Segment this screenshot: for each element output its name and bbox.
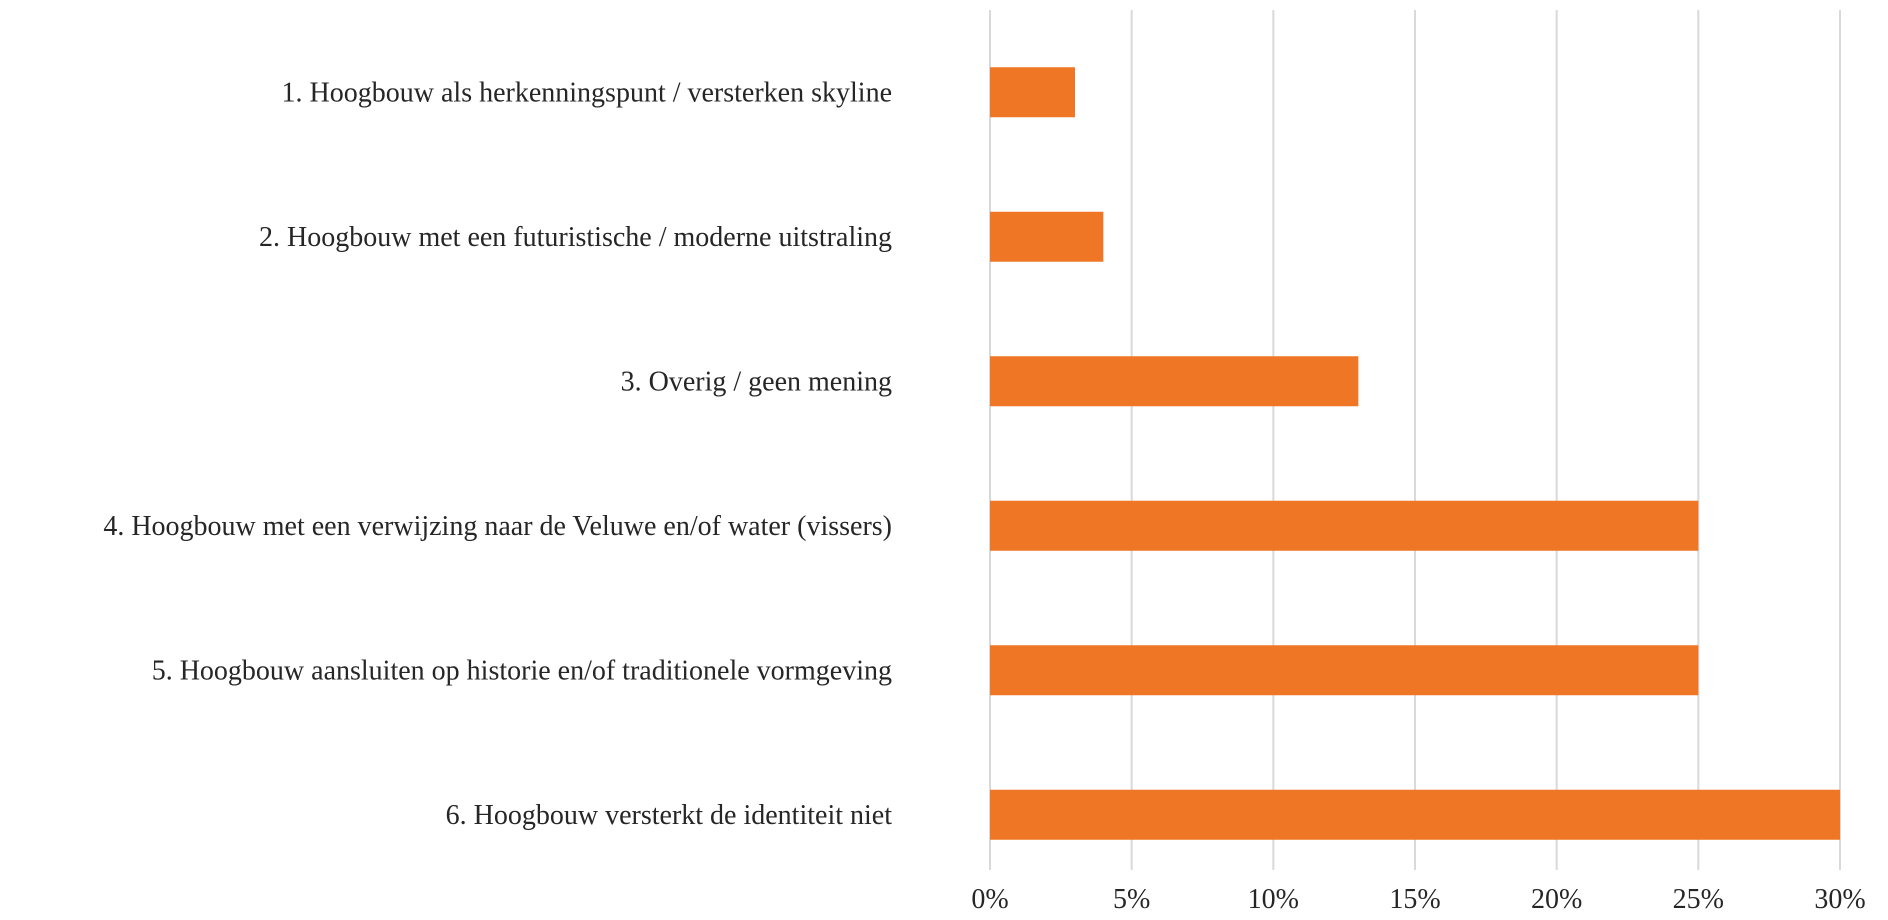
bar [990, 211, 1104, 262]
category-label: 6. Hoogbouw versterkt de identiteit niet [446, 800, 893, 831]
bar [990, 645, 1699, 696]
category-labels: 1. Hoogbouw als herkenningspunt / verste… [103, 77, 892, 831]
x-tick-label: 20% [1531, 884, 1582, 915]
x-axis-tick-labels: 0% 5% 10% 15% 20% 25% 30% [971, 884, 1865, 915]
x-tick-label: 15% [1389, 884, 1440, 915]
bar [990, 356, 1359, 407]
category-label: 1. Hoogbouw als herkenningspunt / verste… [282, 77, 892, 108]
bar [990, 67, 1075, 118]
category-label: 5. Hoogbouw aansluiten op historie en/of… [152, 655, 892, 686]
x-tick-label: 5% [1113, 884, 1150, 915]
x-tick-label: 25% [1673, 884, 1724, 915]
bar [990, 789, 1840, 840]
x-tick-label: 30% [1814, 884, 1865, 915]
gridlines [989, 10, 1841, 870]
category-label: 2. Hoogbouw met een futuristische / mode… [259, 222, 892, 253]
bars [990, 67, 1840, 840]
category-label: 4. Hoogbouw met een verwijzing naar de V… [103, 511, 892, 542]
x-tick-label: 0% [971, 884, 1008, 915]
category-label: 3. Overig / geen mening [621, 366, 892, 397]
bar [990, 500, 1699, 551]
x-tick-label: 10% [1248, 884, 1299, 915]
